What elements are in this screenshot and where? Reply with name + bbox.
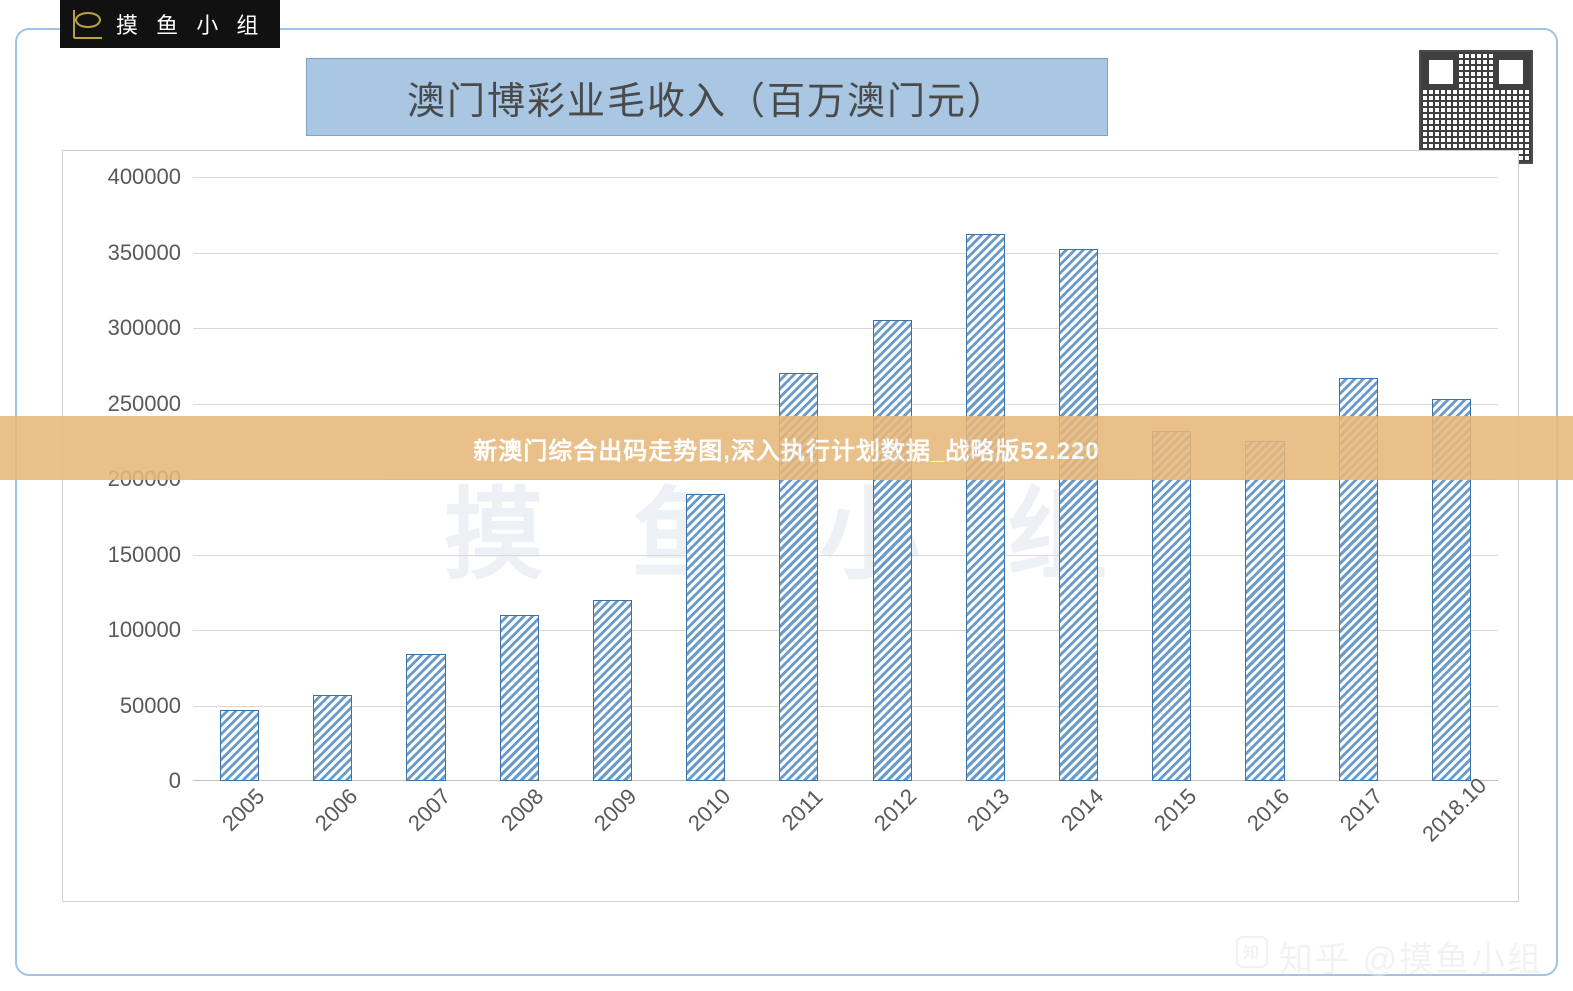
x-tick-label: 2006: [310, 783, 363, 836]
gridline: [193, 630, 1498, 631]
bar: [686, 494, 725, 781]
x-tick-label: 2018.10: [1418, 773, 1493, 848]
x-tick-label: 2007: [403, 783, 456, 836]
bar: [220, 710, 259, 781]
x-tick-label: 2017: [1335, 783, 1388, 836]
bar: [500, 615, 539, 781]
bottom-watermark-text: 知乎 @摸鱼小组: [1279, 932, 1543, 981]
y-tick-label: 100000: [108, 617, 181, 643]
bar: [1059, 249, 1098, 781]
bar: [1245, 441, 1284, 781]
y-tick-label: 400000: [108, 164, 181, 190]
x-tick-label: 2008: [496, 783, 549, 836]
overlay-band: 新澳门综合出码走势图,深入执行计划数据_战略版52.220: [0, 416, 1573, 480]
x-tick-label: 2005: [217, 783, 270, 836]
bar: [593, 600, 632, 781]
y-tick-label: 50000: [120, 693, 181, 719]
chart-plot-frame: 摸 鱼 小 组 05000010000015000020000025000030…: [62, 150, 1519, 902]
overlay-text: 新澳门综合出码走势图,深入执行计划数据_战略版52.220: [473, 431, 1099, 466]
logo-text: 摸 鱼 小 组: [116, 8, 264, 40]
y-tick-label: 300000: [108, 315, 181, 341]
gridline: [193, 555, 1498, 556]
bar: [406, 654, 445, 781]
gridline: [193, 253, 1498, 254]
gridline: [193, 404, 1498, 405]
svg-text:知: 知: [1243, 943, 1261, 962]
x-tick-label: 2014: [1056, 783, 1109, 836]
logo-icon: [68, 4, 108, 44]
x-tick-label: 2010: [683, 783, 736, 836]
gridline: [193, 706, 1498, 707]
gridline: [193, 177, 1498, 178]
x-tick-label: 2011: [777, 784, 829, 836]
bar: [1152, 431, 1191, 781]
x-tick-label: 2013: [962, 783, 1015, 836]
logo-badge: 摸 鱼 小 组: [60, 0, 280, 48]
x-tick-label: 2016: [1242, 783, 1295, 836]
gridline: [193, 328, 1498, 329]
x-tick-label: 2009: [589, 783, 642, 836]
y-tick-label: 350000: [108, 240, 181, 266]
chart-title: 澳门博彩业毛收入（百万澳门元）: [306, 58, 1108, 136]
x-tick-label: 2015: [1149, 783, 1202, 836]
qr-code-icon: [1419, 50, 1533, 164]
zhihu-icon: 知: [1235, 935, 1269, 978]
bar: [966, 234, 1005, 781]
bottom-watermark: 知 知乎 @摸鱼小组: [1235, 932, 1543, 981]
y-tick-label: 250000: [108, 391, 181, 417]
bar: [873, 320, 912, 781]
bar: [313, 695, 352, 781]
x-axis-line: [193, 780, 1498, 781]
x-tick-label: 2012: [869, 783, 922, 836]
y-tick-label: 150000: [108, 542, 181, 568]
y-tick-label: 0: [169, 768, 181, 794]
